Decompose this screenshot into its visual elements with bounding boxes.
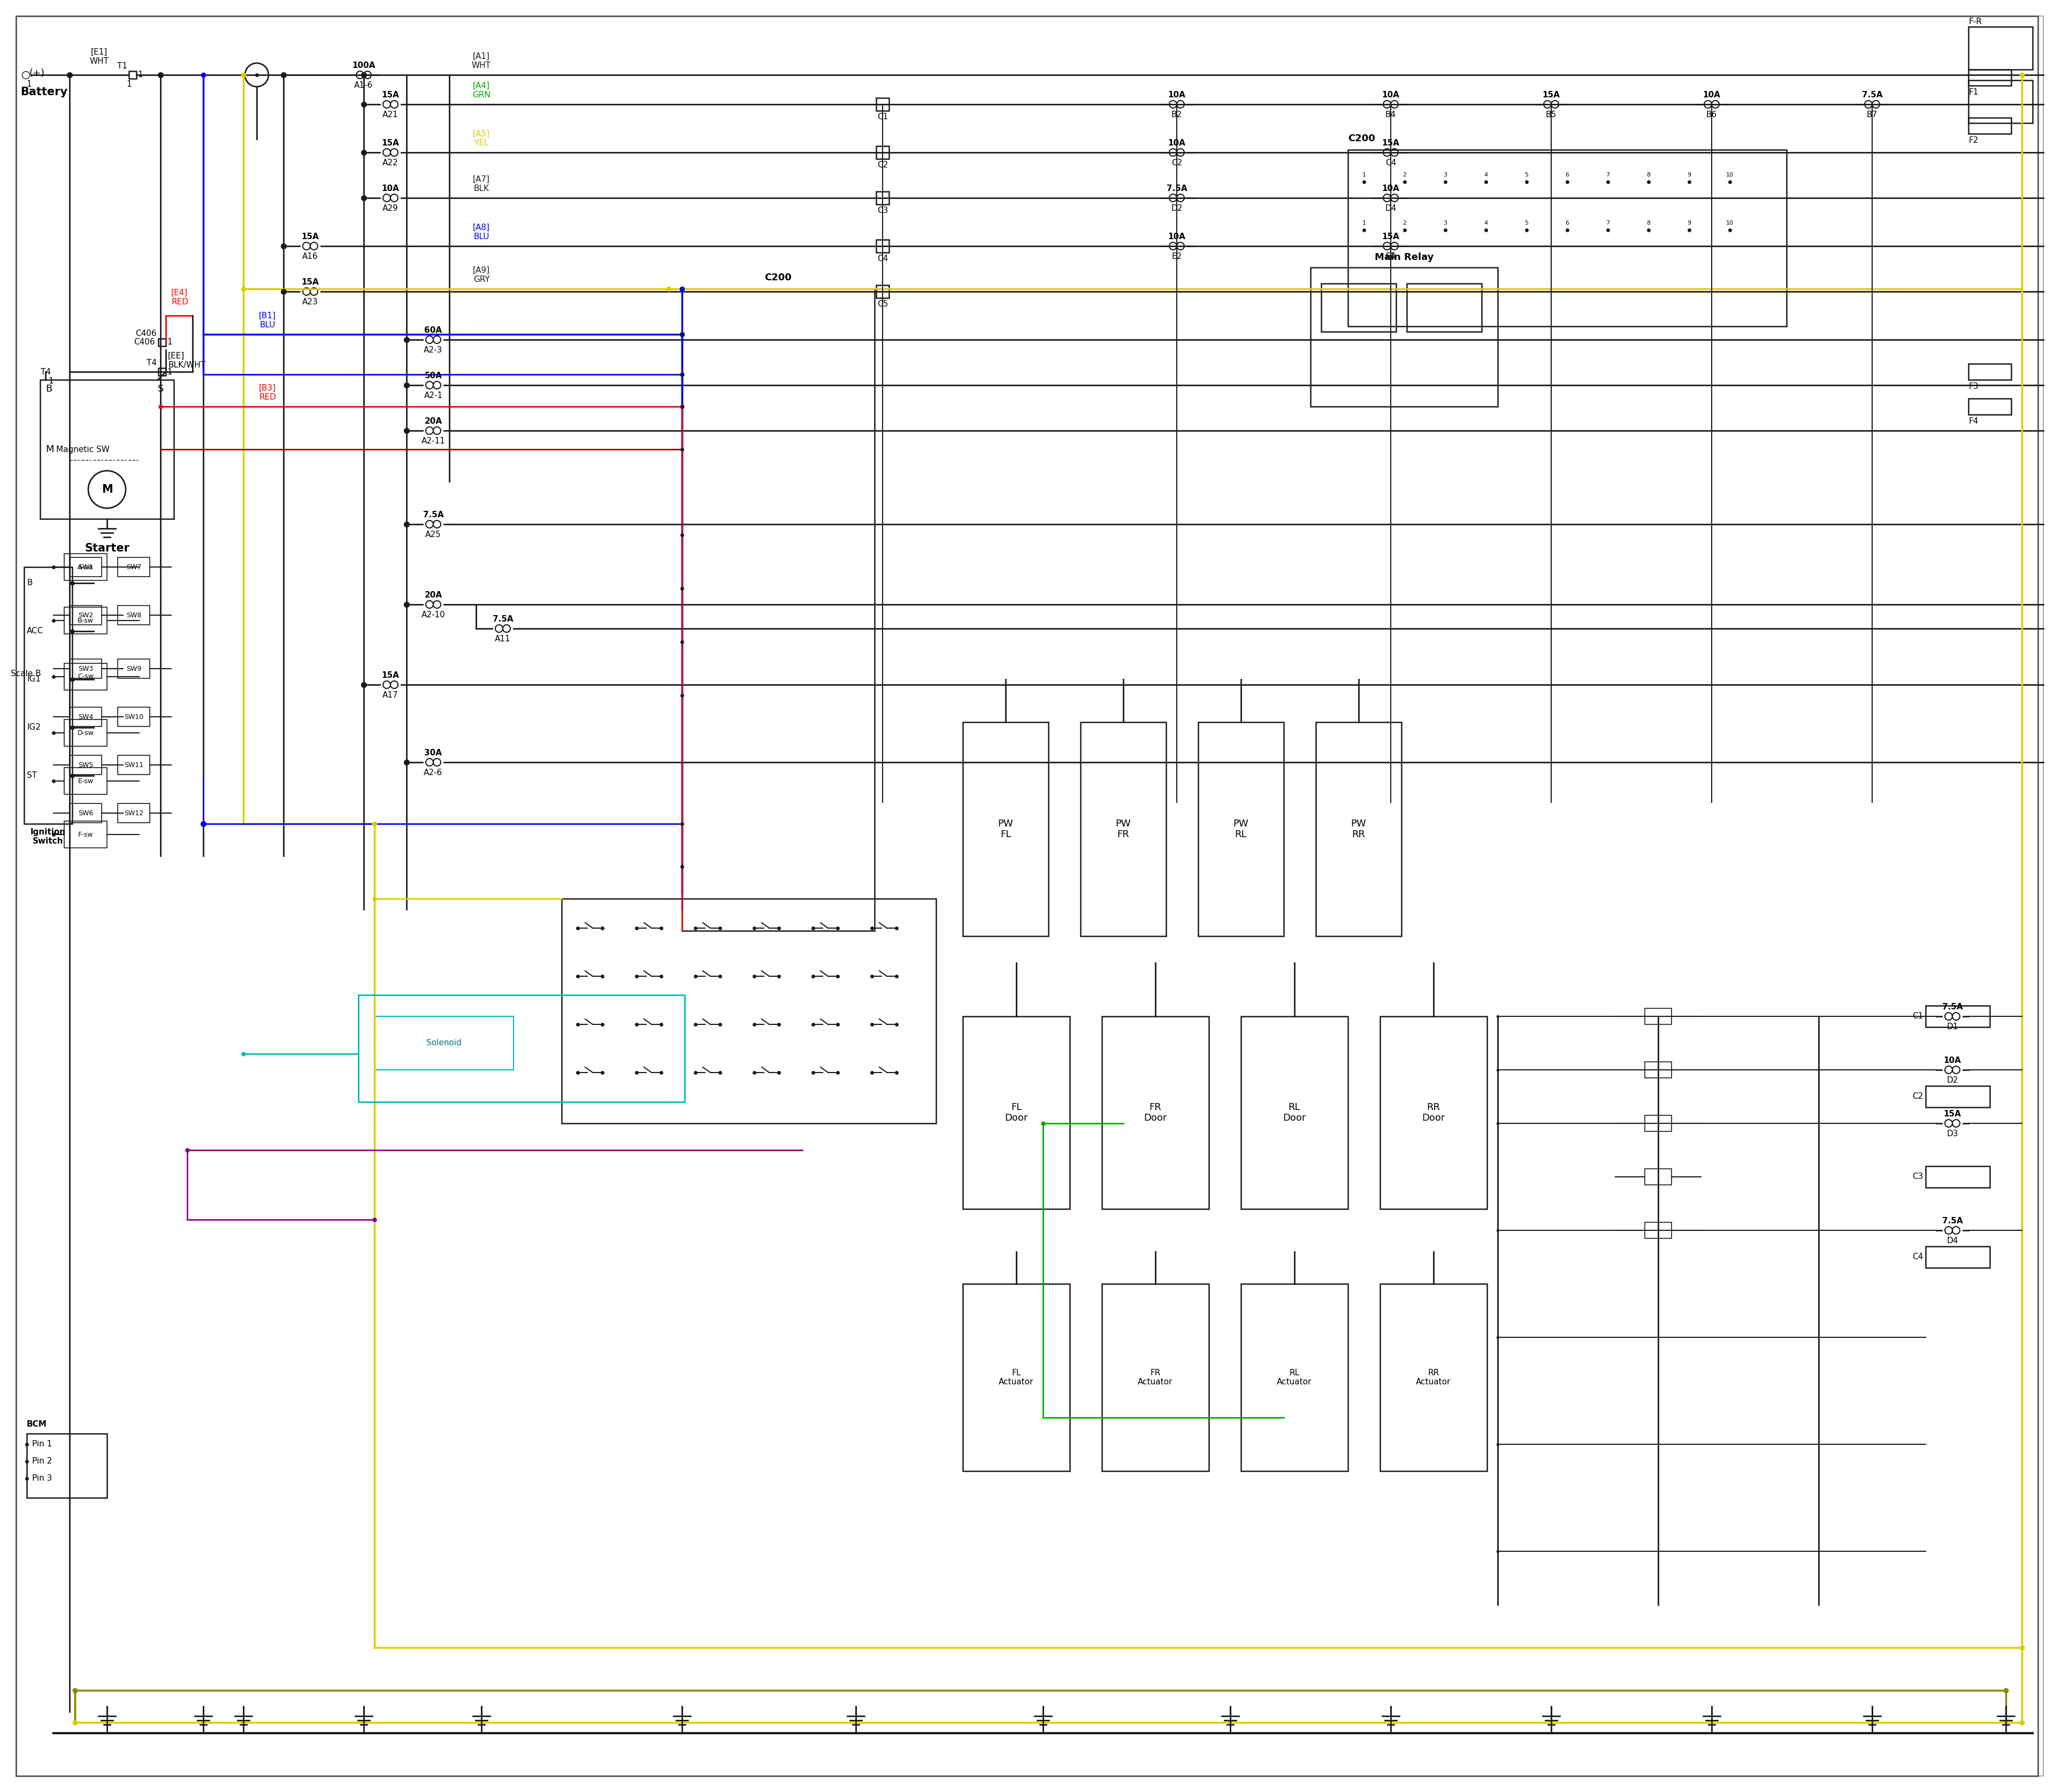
Text: D2: D2 (1947, 1077, 1957, 1084)
Text: A2-6: A2-6 (423, 769, 444, 776)
Text: RR
Door: RR Door (1421, 1102, 1446, 1124)
Text: 20A: 20A (425, 418, 442, 425)
Bar (25, 566, 72, 824)
Text: Ignition
Switch: Ignition Switch (31, 828, 66, 846)
Text: A1-6: A1-6 (353, 81, 374, 90)
Text: A17: A17 (382, 692, 398, 699)
Bar (963, 1016, 1070, 1210)
Text: B-sw: B-sw (78, 616, 94, 624)
Bar (1197, 722, 1284, 935)
Bar (1101, 1016, 1210, 1210)
Text: C406: C406 (134, 339, 156, 346)
Text: 100A: 100A (351, 61, 376, 70)
Bar (117, 803, 150, 823)
Text: 1: 1 (1362, 220, 1366, 226)
Text: 15A: 15A (382, 672, 398, 679)
Text: A2-3: A2-3 (423, 346, 444, 355)
Text: A2-1: A2-1 (423, 392, 444, 400)
Text: SW6: SW6 (78, 810, 92, 817)
Bar (1645, 1009, 1672, 1025)
Text: 1: 1 (27, 81, 31, 88)
Text: C5: C5 (877, 299, 887, 308)
Bar (1927, 1247, 1990, 1267)
Text: T4: T4 (41, 367, 51, 376)
Text: SW4: SW4 (78, 713, 92, 720)
Text: IG2: IG2 (27, 724, 41, 731)
Text: C-sw: C-sw (78, 674, 94, 681)
Text: C1: C1 (877, 113, 887, 120)
Bar (1321, 283, 1397, 332)
Text: S: S (158, 383, 164, 394)
Text: 6: 6 (1565, 172, 1569, 177)
Bar (1927, 1005, 1990, 1027)
Text: 1: 1 (47, 376, 53, 385)
Text: C3: C3 (1912, 1172, 1923, 1181)
Bar (1645, 1222, 1672, 1238)
Bar (963, 722, 1048, 935)
Text: M: M (45, 444, 53, 453)
Text: C2: C2 (1171, 159, 1183, 167)
Text: Magnetic SW: Magnetic SW (55, 446, 109, 453)
Bar (1645, 1168, 1672, 1185)
Text: C406: C406 (136, 330, 156, 337)
Bar (1380, 1016, 1487, 1210)
Bar (70, 659, 101, 679)
Bar (64, 663, 107, 690)
Bar (64, 821, 107, 848)
Text: 10A: 10A (1382, 91, 1399, 99)
Text: 7.5A: 7.5A (1861, 91, 1881, 99)
Bar (129, 72, 136, 79)
Text: F3: F3 (1968, 382, 1978, 391)
Text: SW1: SW1 (78, 563, 92, 570)
Text: C4: C4 (1384, 159, 1397, 167)
Text: Pin 3: Pin 3 (33, 1475, 51, 1482)
Bar (27, 1434, 107, 1498)
Bar (1347, 151, 1787, 326)
Text: 7.5A: 7.5A (1167, 185, 1187, 192)
Text: 5: 5 (1524, 172, 1528, 177)
Text: 10A: 10A (1943, 1057, 1962, 1064)
Bar (41, 380, 175, 520)
Text: [B1]
BLU: [B1] BLU (259, 312, 275, 330)
Text: Solenoid: Solenoid (427, 1039, 462, 1047)
Text: Scale B: Scale B (10, 670, 41, 677)
Text: (+): (+) (29, 68, 45, 79)
Text: FL
Door: FL Door (1004, 1102, 1027, 1124)
Text: Pin 1: Pin 1 (33, 1441, 51, 1448)
Text: [A8]
BLU: [A8] BLU (472, 224, 491, 240)
Text: Battery: Battery (21, 86, 68, 97)
Text: C200: C200 (1347, 134, 1374, 143)
Text: T4: T4 (146, 358, 156, 367)
Text: PW
FR: PW FR (1115, 819, 1132, 839)
Bar (64, 767, 107, 794)
Bar (1968, 81, 2033, 124)
Text: [E4]
RED: [E4] RED (170, 289, 189, 306)
Bar (70, 606, 101, 625)
Text: A25: A25 (425, 530, 442, 539)
Text: 1: 1 (166, 367, 173, 376)
Text: 15A: 15A (1943, 1109, 1962, 1118)
Text: B: B (45, 383, 51, 394)
Text: [A9]
GRY: [A9] GRY (472, 267, 491, 283)
Bar (158, 339, 166, 346)
Text: A2-10: A2-10 (421, 611, 446, 618)
Text: 15A: 15A (302, 278, 318, 287)
Text: 2: 2 (1403, 220, 1407, 226)
Text: RL
Actuator: RL Actuator (1278, 1369, 1313, 1385)
Text: T1: T1 (117, 63, 127, 70)
Bar (1645, 1115, 1672, 1131)
Text: 15A: 15A (382, 140, 398, 147)
Bar (70, 708, 101, 726)
Bar (70, 803, 101, 823)
Text: SW7: SW7 (125, 563, 142, 570)
Text: [A7]
BLK: [A7] BLK (472, 176, 491, 192)
Text: FL
Actuator: FL Actuator (998, 1369, 1033, 1385)
Bar (877, 285, 889, 297)
Text: B6: B6 (1707, 111, 1717, 118)
Bar (1407, 283, 1481, 332)
Text: E4: E4 (1386, 253, 1397, 260)
Text: 1: 1 (138, 72, 142, 79)
Text: F2: F2 (1968, 136, 1978, 145)
Bar (877, 145, 889, 159)
Text: 15A: 15A (1382, 233, 1399, 240)
